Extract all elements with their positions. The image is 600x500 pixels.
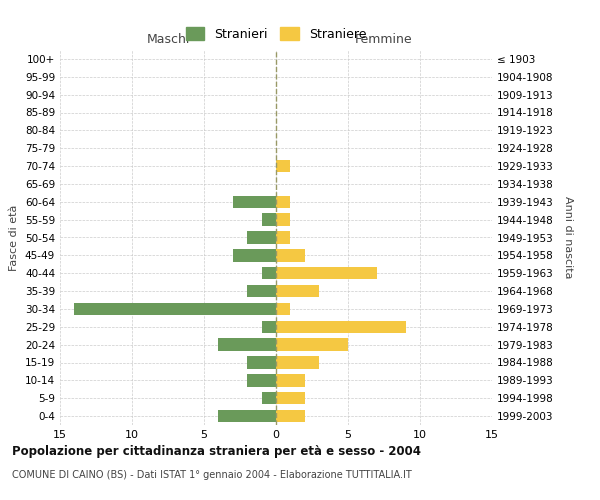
Bar: [276, 320, 406, 333]
Bar: [276, 285, 319, 298]
Bar: [276, 249, 305, 262]
Bar: [247, 356, 276, 369]
Bar: [276, 267, 377, 280]
Bar: [276, 410, 305, 422]
Bar: [233, 196, 276, 208]
Bar: [276, 392, 305, 404]
Bar: [276, 338, 348, 351]
Bar: [276, 214, 290, 226]
Bar: [218, 338, 276, 351]
Bar: [247, 285, 276, 298]
Text: Maschi: Maschi: [146, 34, 190, 46]
Text: Popolazione per cittadinanza straniera per età e sesso - 2004: Popolazione per cittadinanza straniera p…: [12, 445, 421, 458]
Bar: [262, 320, 276, 333]
Y-axis label: Fasce di età: Fasce di età: [10, 204, 19, 270]
Text: COMUNE DI CAINO (BS) - Dati ISTAT 1° gennaio 2004 - Elaborazione TUTTITALIA.IT: COMUNE DI CAINO (BS) - Dati ISTAT 1° gen…: [12, 470, 412, 480]
Bar: [276, 231, 290, 244]
Bar: [262, 392, 276, 404]
Bar: [74, 302, 276, 315]
Bar: [276, 374, 305, 386]
Bar: [276, 160, 290, 172]
Bar: [276, 356, 319, 369]
Bar: [276, 302, 290, 315]
Bar: [262, 267, 276, 280]
Bar: [233, 249, 276, 262]
Bar: [218, 410, 276, 422]
Bar: [276, 196, 290, 208]
Y-axis label: Anni di nascita: Anni di nascita: [563, 196, 573, 279]
Bar: [247, 231, 276, 244]
Bar: [262, 214, 276, 226]
Legend: Stranieri, Straniere: Stranieri, Straniere: [181, 22, 371, 46]
Text: Femmine: Femmine: [355, 34, 413, 46]
Bar: [247, 374, 276, 386]
